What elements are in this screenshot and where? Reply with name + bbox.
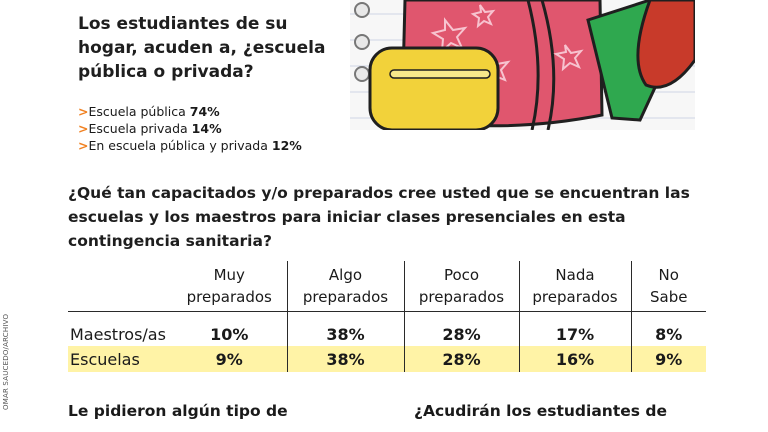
table-cell: 16% [518, 346, 631, 372]
preparedness-table: Muy preparados Algo preparados Poco prepara… [68, 261, 706, 372]
backpack-icon [350, 0, 695, 130]
arrow-icon: > [78, 104, 89, 119]
column-header: Muy preparados [186, 266, 272, 306]
table-cell: 8% [630, 311, 706, 346]
question-2-title: ¿Qué tan capacitados y/o preparados cree… [68, 184, 690, 250]
arrow-icon: > [78, 121, 89, 136]
answer-label: Escuela pública [88, 104, 186, 119]
table-row: Escuelas 9% 38% 28% 16% 9% [68, 346, 706, 372]
answer-value: 12% [271, 138, 302, 153]
row-label: Escuelas [68, 346, 172, 372]
photo-credit: OMAR SAUCEDO/ARCHIVO [2, 313, 10, 410]
column-header: Nada preparados [518, 261, 631, 312]
backpack-illustration [350, 0, 695, 130]
arrow-icon: > [78, 138, 89, 153]
question-1-title: Los estudiantes de su hogar, acuden a, ¿… [78, 14, 326, 82]
answer-label: Escuela privada [88, 121, 188, 136]
table-row: Maestros/as 10% 38% 28% 17% 8% [68, 311, 706, 346]
column-header: Poco preparados [403, 261, 519, 312]
table-header-row: Muy preparados Algo preparados Poco prepara… [68, 261, 706, 312]
answer-row: >En escuela pública y privada 12% [78, 137, 302, 154]
table-cell: 38% [286, 311, 404, 346]
column-header: Algo preparados [286, 261, 404, 312]
table-corner [68, 261, 172, 312]
table-cell: 28% [403, 311, 519, 346]
answer-value: 14% [191, 121, 222, 136]
column-header: No Sabe [630, 261, 706, 312]
answer-value: 74% [189, 104, 220, 119]
table-cell: 17% [518, 311, 631, 346]
table-cell: 38% [286, 346, 404, 372]
table-cell: 10% [210, 324, 249, 344]
question-1-answers: >Escuela pública 74% >Escuela privada 14… [78, 103, 302, 154]
table-cell: 9% [630, 346, 706, 372]
answer-label: En escuela pública y privada [88, 138, 268, 153]
row-label: Maestros/as [70, 324, 166, 344]
table-cell: 9% [172, 346, 287, 372]
table-cell: 28% [403, 346, 519, 372]
question-4-title: ¿Acudirán los estudiantes de [414, 402, 667, 420]
question-3-title: Le pidieron algún tipo de [68, 402, 288, 420]
answer-row: >Escuela privada 14% [78, 120, 302, 137]
answer-row: >Escuela pública 74% [78, 103, 302, 120]
